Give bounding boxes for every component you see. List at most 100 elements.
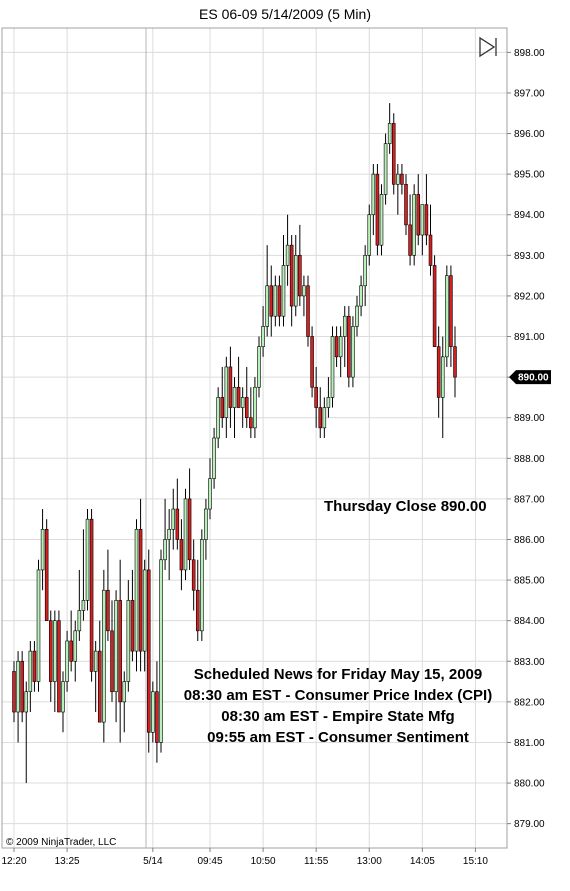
down-candle-body bbox=[106, 589, 110, 632]
candle bbox=[408, 194, 412, 266]
candle bbox=[69, 610, 73, 672]
x-tick-label: 10:50 bbox=[251, 856, 276, 867]
up-candle-body bbox=[371, 173, 376, 216]
candle bbox=[122, 671, 127, 733]
candle bbox=[16, 651, 20, 743]
up-candle-body bbox=[261, 326, 265, 347]
candle bbox=[351, 316, 355, 388]
up-candle-body bbox=[163, 539, 167, 561]
down-candle-body bbox=[400, 173, 404, 185]
down-candle-body bbox=[298, 255, 302, 297]
candle bbox=[73, 620, 78, 682]
candle bbox=[24, 681, 29, 784]
up-candle-body bbox=[65, 640, 69, 682]
y-tick-label: 881.00 bbox=[514, 738, 545, 749]
down-candle-body bbox=[179, 539, 184, 571]
y-tick-label: 882.00 bbox=[514, 697, 545, 708]
candle bbox=[195, 559, 200, 641]
candle bbox=[204, 498, 208, 560]
candle bbox=[236, 356, 241, 408]
down-candle-body bbox=[375, 173, 380, 246]
candle bbox=[277, 275, 282, 327]
down-candle-body bbox=[236, 386, 241, 408]
down-candle-body bbox=[187, 498, 192, 561]
candle bbox=[32, 640, 37, 692]
up-candle-body bbox=[253, 386, 257, 429]
news-line: 08:30 am EST - Empire State Mfg bbox=[221, 708, 455, 725]
candles bbox=[12, 103, 457, 784]
up-candle-body bbox=[359, 285, 363, 307]
candle bbox=[102, 569, 106, 743]
down-candle-body bbox=[130, 600, 135, 652]
thursday-close-annotation: Thursday Close 890.00 bbox=[324, 498, 487, 515]
down-candle-body bbox=[57, 620, 61, 713]
down-candle-body bbox=[408, 224, 412, 256]
down-candle-body bbox=[424, 204, 429, 236]
up-candle-body bbox=[326, 397, 331, 408]
up-candle-body bbox=[28, 650, 33, 693]
candle bbox=[363, 245, 367, 307]
down-candle-body bbox=[155, 691, 159, 743]
up-candle-body bbox=[81, 600, 86, 611]
candle bbox=[391, 113, 396, 195]
play-forward-icon[interactable] bbox=[479, 36, 497, 58]
down-candle-body bbox=[453, 346, 457, 378]
up-candle-body bbox=[330, 336, 335, 398]
candle bbox=[106, 549, 110, 641]
up-candle-body bbox=[338, 336, 343, 358]
up-candle-body bbox=[122, 681, 127, 703]
candle bbox=[265, 245, 269, 337]
up-candle-body bbox=[204, 508, 208, 540]
candle bbox=[77, 569, 82, 641]
candle bbox=[249, 387, 253, 438]
down-candle-body bbox=[195, 589, 200, 632]
down-candle-body bbox=[277, 285, 282, 317]
down-candle-body bbox=[428, 234, 433, 266]
down-candle-body bbox=[32, 650, 37, 682]
up-candle-body bbox=[151, 691, 155, 733]
candle bbox=[200, 529, 204, 641]
up-candle-body bbox=[208, 478, 212, 510]
x-tick-label: 09:45 bbox=[197, 856, 222, 867]
candle bbox=[367, 204, 372, 266]
up-candle-body bbox=[440, 356, 445, 398]
y-axis: 879.00 880.00 881.00 882.00 883.00 884.00 885.… bbox=[507, 48, 545, 830]
candle bbox=[428, 204, 433, 276]
y-tick-label: 889.00 bbox=[514, 413, 545, 424]
candle bbox=[48, 610, 53, 702]
up-candle-body bbox=[281, 265, 286, 317]
candle bbox=[379, 184, 384, 256]
candle bbox=[400, 163, 404, 195]
x-tick-label: 14:05 bbox=[410, 856, 435, 867]
candle bbox=[232, 377, 237, 438]
up-candle-body bbox=[200, 539, 204, 632]
candle bbox=[212, 427, 216, 489]
up-candle-body bbox=[387, 123, 392, 144]
up-candle-body bbox=[167, 529, 171, 540]
candle bbox=[12, 661, 16, 723]
candle bbox=[134, 519, 139, 672]
y-tick-label: 891.00 bbox=[514, 332, 545, 343]
up-candle-body bbox=[383, 143, 388, 195]
up-candle-body bbox=[293, 255, 298, 307]
candle bbox=[298, 224, 302, 307]
candle bbox=[289, 235, 294, 327]
down-candle-body bbox=[334, 336, 339, 358]
candle bbox=[253, 377, 257, 438]
candle bbox=[375, 163, 380, 256]
up-candle-body bbox=[302, 285, 306, 297]
candle bbox=[89, 509, 94, 682]
up-candle-body bbox=[351, 326, 355, 378]
candle bbox=[114, 590, 118, 723]
candle bbox=[432, 255, 437, 347]
candle bbox=[138, 498, 143, 672]
candle bbox=[179, 519, 184, 591]
down-candle-body bbox=[347, 315, 351, 378]
candle bbox=[183, 488, 188, 581]
up-candle-body bbox=[342, 315, 347, 337]
down-candle-body bbox=[118, 600, 122, 703]
down-candle-body bbox=[244, 397, 249, 419]
down-candle-body bbox=[416, 194, 421, 236]
x-tick-label: 5/14 bbox=[143, 856, 163, 867]
